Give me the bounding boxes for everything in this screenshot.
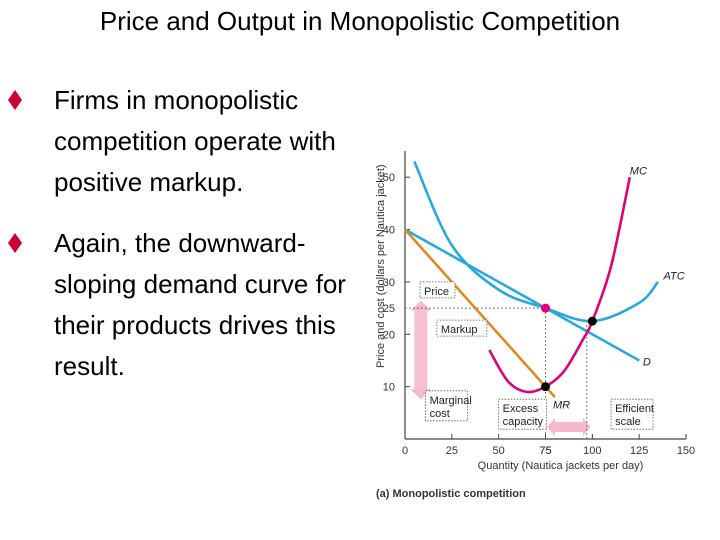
mr-label: MR (553, 400, 570, 412)
monopolistic-competition-chart: 10203040500 25 50 75 100 125 150Quantity (Naut… (0, 0, 720, 540)
mc-mr-intersection-point (541, 382, 550, 391)
mr-curve (405, 230, 555, 398)
atc-label: ATC (663, 270, 685, 282)
x-axis-label: Quantity (Nautica jackets per day) (478, 460, 644, 472)
x-tick-label: 50 (493, 445, 505, 457)
price-value-label: 25 (383, 303, 395, 315)
markup-annotation: Markup (441, 324, 478, 336)
price-point (541, 304, 550, 313)
x-tick-label: 125 (630, 445, 648, 457)
mc-curve (489, 177, 630, 392)
excess-capacity-annotation: Excess capacity (503, 403, 544, 428)
y-tick-label: 10 (383, 382, 395, 394)
x-tick-label: 25 (446, 445, 458, 457)
y-axis-label: Price and cost (dollars per Nautica jack… (375, 164, 387, 368)
x-tick-label: 150 (677, 445, 695, 457)
excess-capacity-arrow (555, 422, 583, 432)
markup-arrow (414, 311, 427, 390)
mc-label: MC (630, 166, 647, 178)
quantity-value-label: 75 (539, 445, 551, 457)
chart-title: (a) Monopolistic competition (376, 488, 526, 500)
demand-label: D (643, 357, 651, 369)
price-annotation: Price (424, 286, 449, 298)
x-tick-label: 100 (583, 445, 601, 457)
markup-arrow-head-up (410, 301, 431, 311)
atc-minimum-point (588, 317, 597, 326)
x-tick-label: 0 (402, 445, 408, 457)
excess-arrow-head-left (547, 418, 554, 436)
